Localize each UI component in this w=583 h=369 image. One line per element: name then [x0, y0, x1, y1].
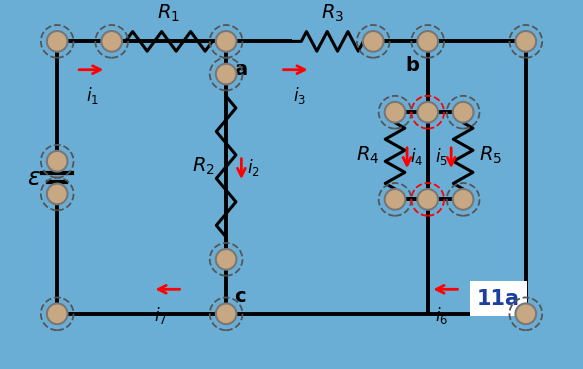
Text: $i_5$: $i_5$ — [435, 146, 448, 168]
Circle shape — [216, 249, 237, 270]
Text: $R_5$: $R_5$ — [479, 145, 502, 166]
Circle shape — [216, 64, 237, 85]
Circle shape — [216, 31, 237, 52]
Text: $i_7$: $i_7$ — [154, 304, 167, 325]
Circle shape — [417, 102, 438, 123]
Text: $R_3$: $R_3$ — [321, 3, 344, 24]
Text: b: b — [406, 56, 420, 75]
Text: $i_3$: $i_3$ — [293, 85, 306, 106]
Text: $i_6$: $i_6$ — [435, 304, 448, 325]
Circle shape — [453, 102, 473, 123]
Text: $R_2$: $R_2$ — [192, 156, 215, 177]
Circle shape — [417, 31, 438, 52]
Text: a: a — [234, 60, 247, 79]
Text: $i_1$: $i_1$ — [86, 85, 99, 106]
Text: $i_4$: $i_4$ — [410, 146, 424, 168]
Circle shape — [216, 303, 237, 324]
Circle shape — [453, 189, 473, 210]
Text: $R_1$: $R_1$ — [157, 3, 180, 24]
Circle shape — [47, 31, 68, 52]
Text: 11a: 11a — [477, 289, 520, 308]
Circle shape — [47, 151, 68, 172]
Circle shape — [363, 31, 384, 52]
Circle shape — [515, 31, 536, 52]
Circle shape — [385, 102, 405, 123]
Text: $\varepsilon$: $\varepsilon$ — [27, 166, 41, 190]
Text: c: c — [234, 287, 246, 306]
Text: $R_4$: $R_4$ — [356, 145, 380, 166]
Text: $i_2$: $i_2$ — [247, 157, 259, 178]
Circle shape — [101, 31, 122, 52]
Circle shape — [47, 184, 68, 204]
Circle shape — [417, 189, 438, 210]
Circle shape — [515, 303, 536, 324]
Circle shape — [385, 189, 405, 210]
Circle shape — [47, 303, 68, 324]
